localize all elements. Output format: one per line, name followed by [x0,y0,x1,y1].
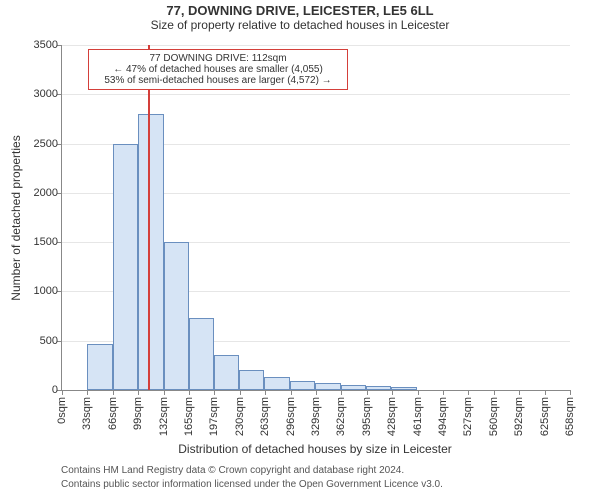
x-tick-label: 658sqm [564,397,576,436]
histogram-bar [366,386,391,390]
histogram-bar [87,344,112,390]
x-tick-mark [291,390,292,395]
x-tick-mark [164,390,165,395]
y-tick-label: 1500 [34,236,62,248]
chart-subtitle: Size of property relative to detached ho… [0,18,600,32]
annotation-line: 53% of semi-detached houses are larger (… [92,75,344,86]
x-tick-label: 263sqm [259,397,271,436]
y-tick-label: 2000 [34,187,62,199]
y-tick-label: 500 [40,335,62,347]
plot-area: 05001000150020002500300035000sqm33sqm66s… [61,45,570,391]
x-tick-label: 296sqm [285,397,297,436]
gridline [62,45,570,46]
y-tick-label: 3500 [34,39,62,51]
x-tick-label: 560sqm [488,397,500,436]
y-tick-label: 3000 [34,88,62,100]
x-tick-mark [570,390,571,395]
y-tick-label: 0 [52,384,62,396]
histogram-bar [189,318,214,390]
annotation-line: 77 DOWNING DRIVE: 112sqm [92,53,344,64]
x-tick-label: 362sqm [335,397,347,436]
x-tick-mark [214,390,215,395]
histogram-bar [239,370,264,390]
x-tick-label: 625sqm [539,397,551,436]
histogram-bar [315,383,340,390]
footer-line-2: Contains public sector information licen… [61,479,443,490]
x-tick-label: 0sqm [56,397,68,424]
property-marker-line [148,45,150,390]
gridline [62,94,570,95]
x-tick-label: 329sqm [310,397,322,436]
x-tick-mark [468,390,469,395]
x-tick-label: 592sqm [513,397,525,436]
x-tick-label: 494sqm [437,397,449,436]
chart-title: 77, DOWNING DRIVE, LEICESTER, LE5 6LL [0,3,600,18]
y-tick-label: 2500 [34,138,62,150]
x-tick-label: 132sqm [158,397,170,436]
x-tick-label: 428sqm [386,397,398,436]
x-tick-label: 33sqm [81,397,93,430]
x-tick-mark [265,390,266,395]
x-tick-mark [138,390,139,395]
x-tick-label: 197sqm [208,397,220,436]
histogram-bar [264,377,289,390]
histogram-bar [138,114,163,390]
x-tick-label: 66sqm [107,397,119,430]
x-tick-mark [367,390,368,395]
x-tick-mark [87,390,88,395]
histogram-bar [391,387,416,390]
histogram-bar [164,242,189,390]
x-tick-label: 527sqm [462,397,474,436]
x-tick-mark [113,390,114,395]
x-tick-mark [316,390,317,395]
x-tick-label: 461sqm [412,397,424,436]
x-tick-mark [418,390,419,395]
footer-line-1: Contains HM Land Registry data © Crown c… [61,465,404,476]
x-tick-mark [341,390,342,395]
x-tick-mark [240,390,241,395]
annotation-box: 77 DOWNING DRIVE: 112sqm← 47% of detache… [88,49,348,90]
histogram-bar [113,144,138,390]
x-tick-mark [189,390,190,395]
y-tick-label: 1000 [34,285,62,297]
y-axis-label: Number of detached properties [9,135,23,300]
x-tick-label: 395sqm [361,397,373,436]
x-tick-label: 165sqm [183,397,195,436]
x-tick-mark [392,390,393,395]
x-tick-mark [545,390,546,395]
x-tick-mark [519,390,520,395]
histogram-bar [214,355,239,390]
x-tick-label: 99sqm [132,397,144,430]
histogram-bar [341,385,366,390]
x-tick-mark [62,390,63,395]
histogram-bar [290,381,315,390]
x-axis-label: Distribution of detached houses by size … [178,442,452,456]
x-tick-mark [443,390,444,395]
x-tick-mark [494,390,495,395]
x-tick-label: 230sqm [234,397,246,436]
annotation-line: ← 47% of detached houses are smaller (4,… [92,64,344,75]
